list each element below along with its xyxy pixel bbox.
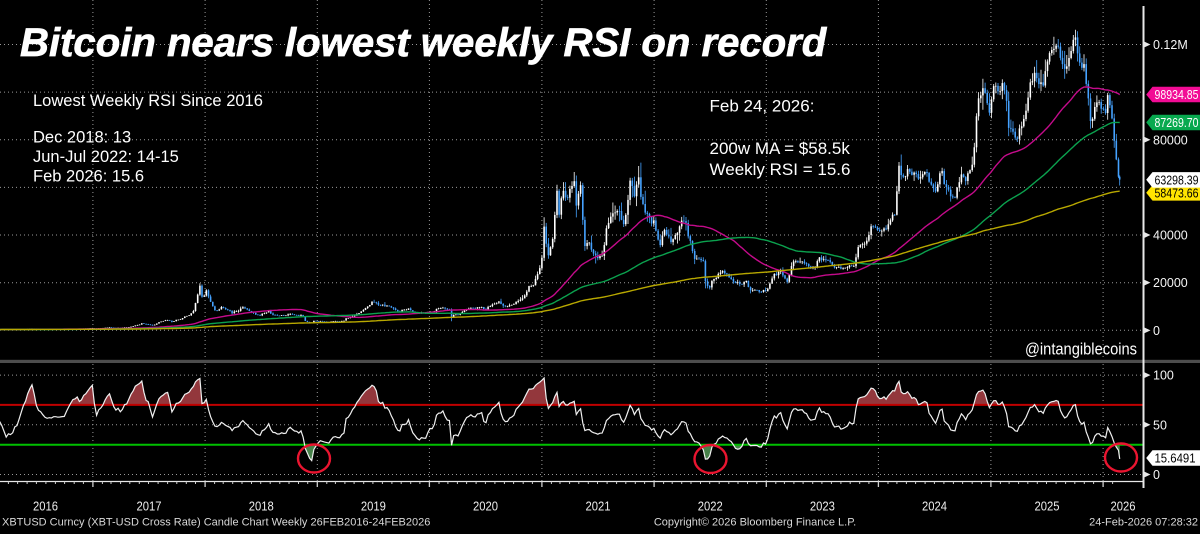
svg-text:@intangiblecoins: @intangiblecoins [1025,341,1137,359]
svg-text:40000: 40000 [1153,229,1188,243]
svg-text:2024: 2024 [922,499,947,514]
svg-text:24-Feb-2026 07:28:32: 24-Feb-2026 07:28:32 [1089,517,1198,529]
svg-text:200w MA = $58.5k: 200w MA = $58.5k [710,139,851,158]
svg-text:80000: 80000 [1153,133,1188,147]
svg-text:0: 0 [1153,468,1160,482]
svg-text:2021: 2021 [586,499,611,514]
svg-text:Jun-Jul 2022: 14-15: Jun-Jul 2022: 14-15 [33,148,179,166]
svg-text:63298.39: 63298.39 [1155,172,1199,187]
svg-text:50: 50 [1153,418,1167,432]
svg-text:98934.85: 98934.85 [1155,87,1199,102]
svg-text:2022: 2022 [698,499,723,514]
svg-text:XBTUSD Curncy (XBT-USD Cross R: XBTUSD Curncy (XBT-USD Cross Rate) Candl… [2,517,430,529]
svg-text:2023: 2023 [810,499,835,514]
svg-text:20000: 20000 [1153,276,1188,290]
svg-text:2026: 2026 [1111,499,1136,514]
svg-text:Bitcoin nears lowest weekly RS: Bitcoin nears lowest weekly RSI on recor… [20,21,828,65]
svg-text:Feb 2026: 15.6: Feb 2026: 15.6 [33,168,144,186]
svg-text:15.6491: 15.6491 [1155,451,1196,466]
svg-text:2020: 2020 [473,499,498,514]
svg-text:87269.70: 87269.70 [1155,115,1199,130]
svg-text:0: 0 [1153,324,1160,338]
svg-text:2016: 2016 [33,499,58,514]
svg-text:Copyright© 2026 Bloomberg Fina: Copyright© 2026 Bloomberg Finance L.P. [654,517,856,529]
svg-text:2018: 2018 [249,499,274,514]
svg-text:0.12M: 0.12M [1153,38,1188,52]
svg-text:2025: 2025 [1035,499,1060,514]
svg-text:2017: 2017 [137,499,162,514]
svg-text:Dec 2018: 13: Dec 2018: 13 [33,129,131,147]
svg-text:58473.66: 58473.66 [1155,185,1199,200]
svg-text:Feb 24, 2026:: Feb 24, 2026: [710,97,815,116]
svg-text:Weekly RSI = 15.6: Weekly RSI = 15.6 [710,160,851,179]
svg-text:Lowest Weekly RSI Since 2016: Lowest Weekly RSI Since 2016 [33,92,263,110]
svg-text:100: 100 [1153,369,1174,383]
svg-text:2019: 2019 [361,499,386,514]
